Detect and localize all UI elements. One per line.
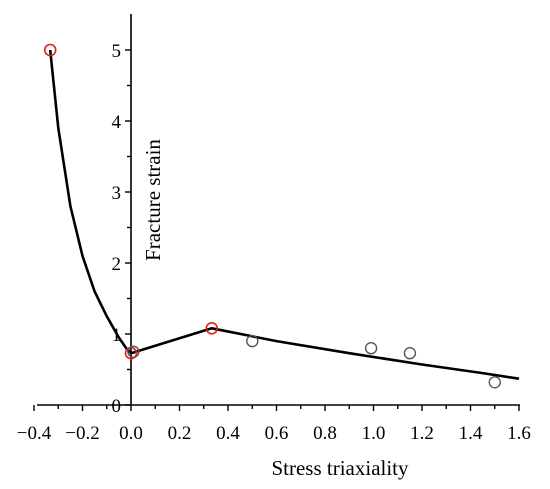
calibration-point: [43, 43, 57, 57]
fit-curve: [48, 49, 520, 380]
x-tick-label: 0.4: [216, 423, 240, 444]
x-tick-label: 0.8: [313, 423, 337, 444]
x-tick-label: 1.4: [459, 423, 483, 444]
x-ticks: −0.4 −0.2 0.0 0.2 0.4 0.6 0.8 1.0 1.2 1.4 1.6: [17, 405, 531, 444]
calibration-point: [205, 321, 219, 335]
experiment-point: [364, 342, 378, 355]
x-tick-label: 1.6: [507, 423, 531, 444]
x-axis-title: Stress triaxiality: [271, 456, 409, 480]
experiment-point: [246, 334, 259, 348]
x-tick-label: 1.0: [362, 423, 386, 444]
experiment-point: [488, 376, 501, 389]
x-tick-label: 0.2: [168, 423, 192, 444]
y-tick-label: 5: [112, 41, 122, 62]
x-tick-label: 0.0: [119, 423, 143, 444]
axes: −0.4 −0.2 0.0 0.2 0.4 0.6 0.8 1.0 1.2 1.4 1.6 0123…: [17, 14, 531, 444]
experiment-point: [403, 347, 417, 360]
y-tick-label: 2: [112, 254, 122, 275]
x-tick-label: −0.2: [65, 423, 99, 444]
x-tick-label: −0.4: [17, 423, 52, 444]
y-tick-label: 0: [112, 396, 122, 417]
y-axis-title: Fracture strain: [141, 139, 165, 261]
y-tick-label: 4: [112, 112, 122, 133]
experiment-point: [127, 345, 140, 358]
y-tick-label: 3: [112, 183, 122, 204]
calibration-point: [124, 346, 138, 360]
plot-area: [43, 43, 520, 389]
x-tick-label: 0.6: [265, 423, 289, 444]
x-tick-label: 1.2: [410, 423, 434, 444]
